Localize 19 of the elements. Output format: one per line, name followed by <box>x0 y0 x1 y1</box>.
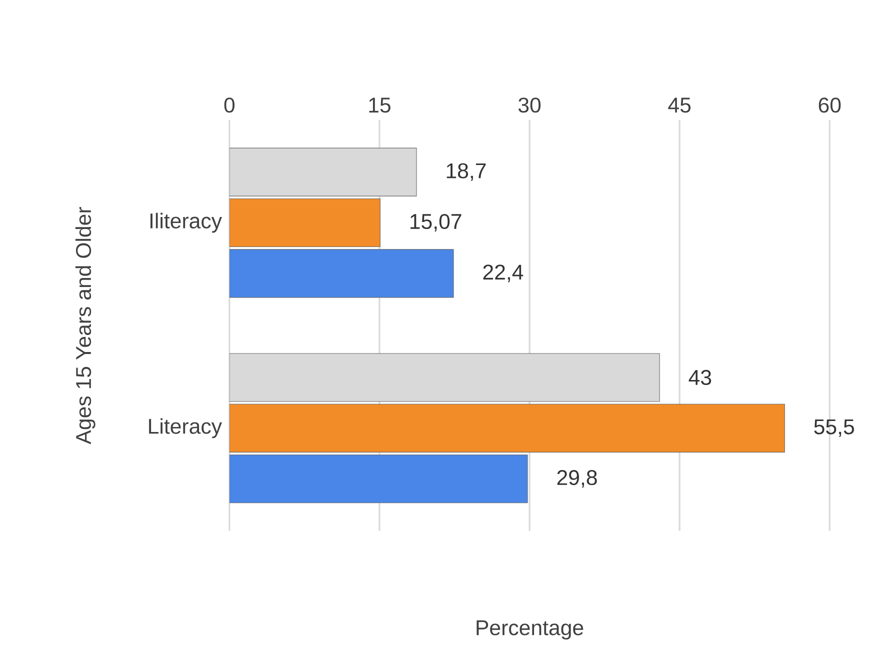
bar <box>229 454 528 504</box>
data-label: 43 <box>688 370 712 386</box>
x-tick-label: 0 <box>224 98 235 113</box>
y-tick-label: Iliteracy <box>150 213 222 233</box>
bar <box>229 249 454 298</box>
x-axis-title: Percentage <box>476 620 584 640</box>
x-tick-label: 45 <box>668 98 691 113</box>
data-label: 15,07 <box>410 214 462 232</box>
x-tick-label: 60 <box>818 98 841 113</box>
data-label: 55,5 <box>814 420 854 438</box>
y-axis-title: Ages 15 Years and Older <box>75 207 96 444</box>
data-label: 18,7 <box>446 163 486 182</box>
bar <box>229 404 785 453</box>
x-tick-label: 30 <box>518 98 541 113</box>
y-tick-label: Literacy <box>149 418 222 438</box>
data-label: 29,8 <box>557 470 597 488</box>
bar <box>229 198 380 248</box>
x-tick-label: 15 <box>369 98 390 113</box>
data-label: 22,4 <box>483 264 524 282</box>
